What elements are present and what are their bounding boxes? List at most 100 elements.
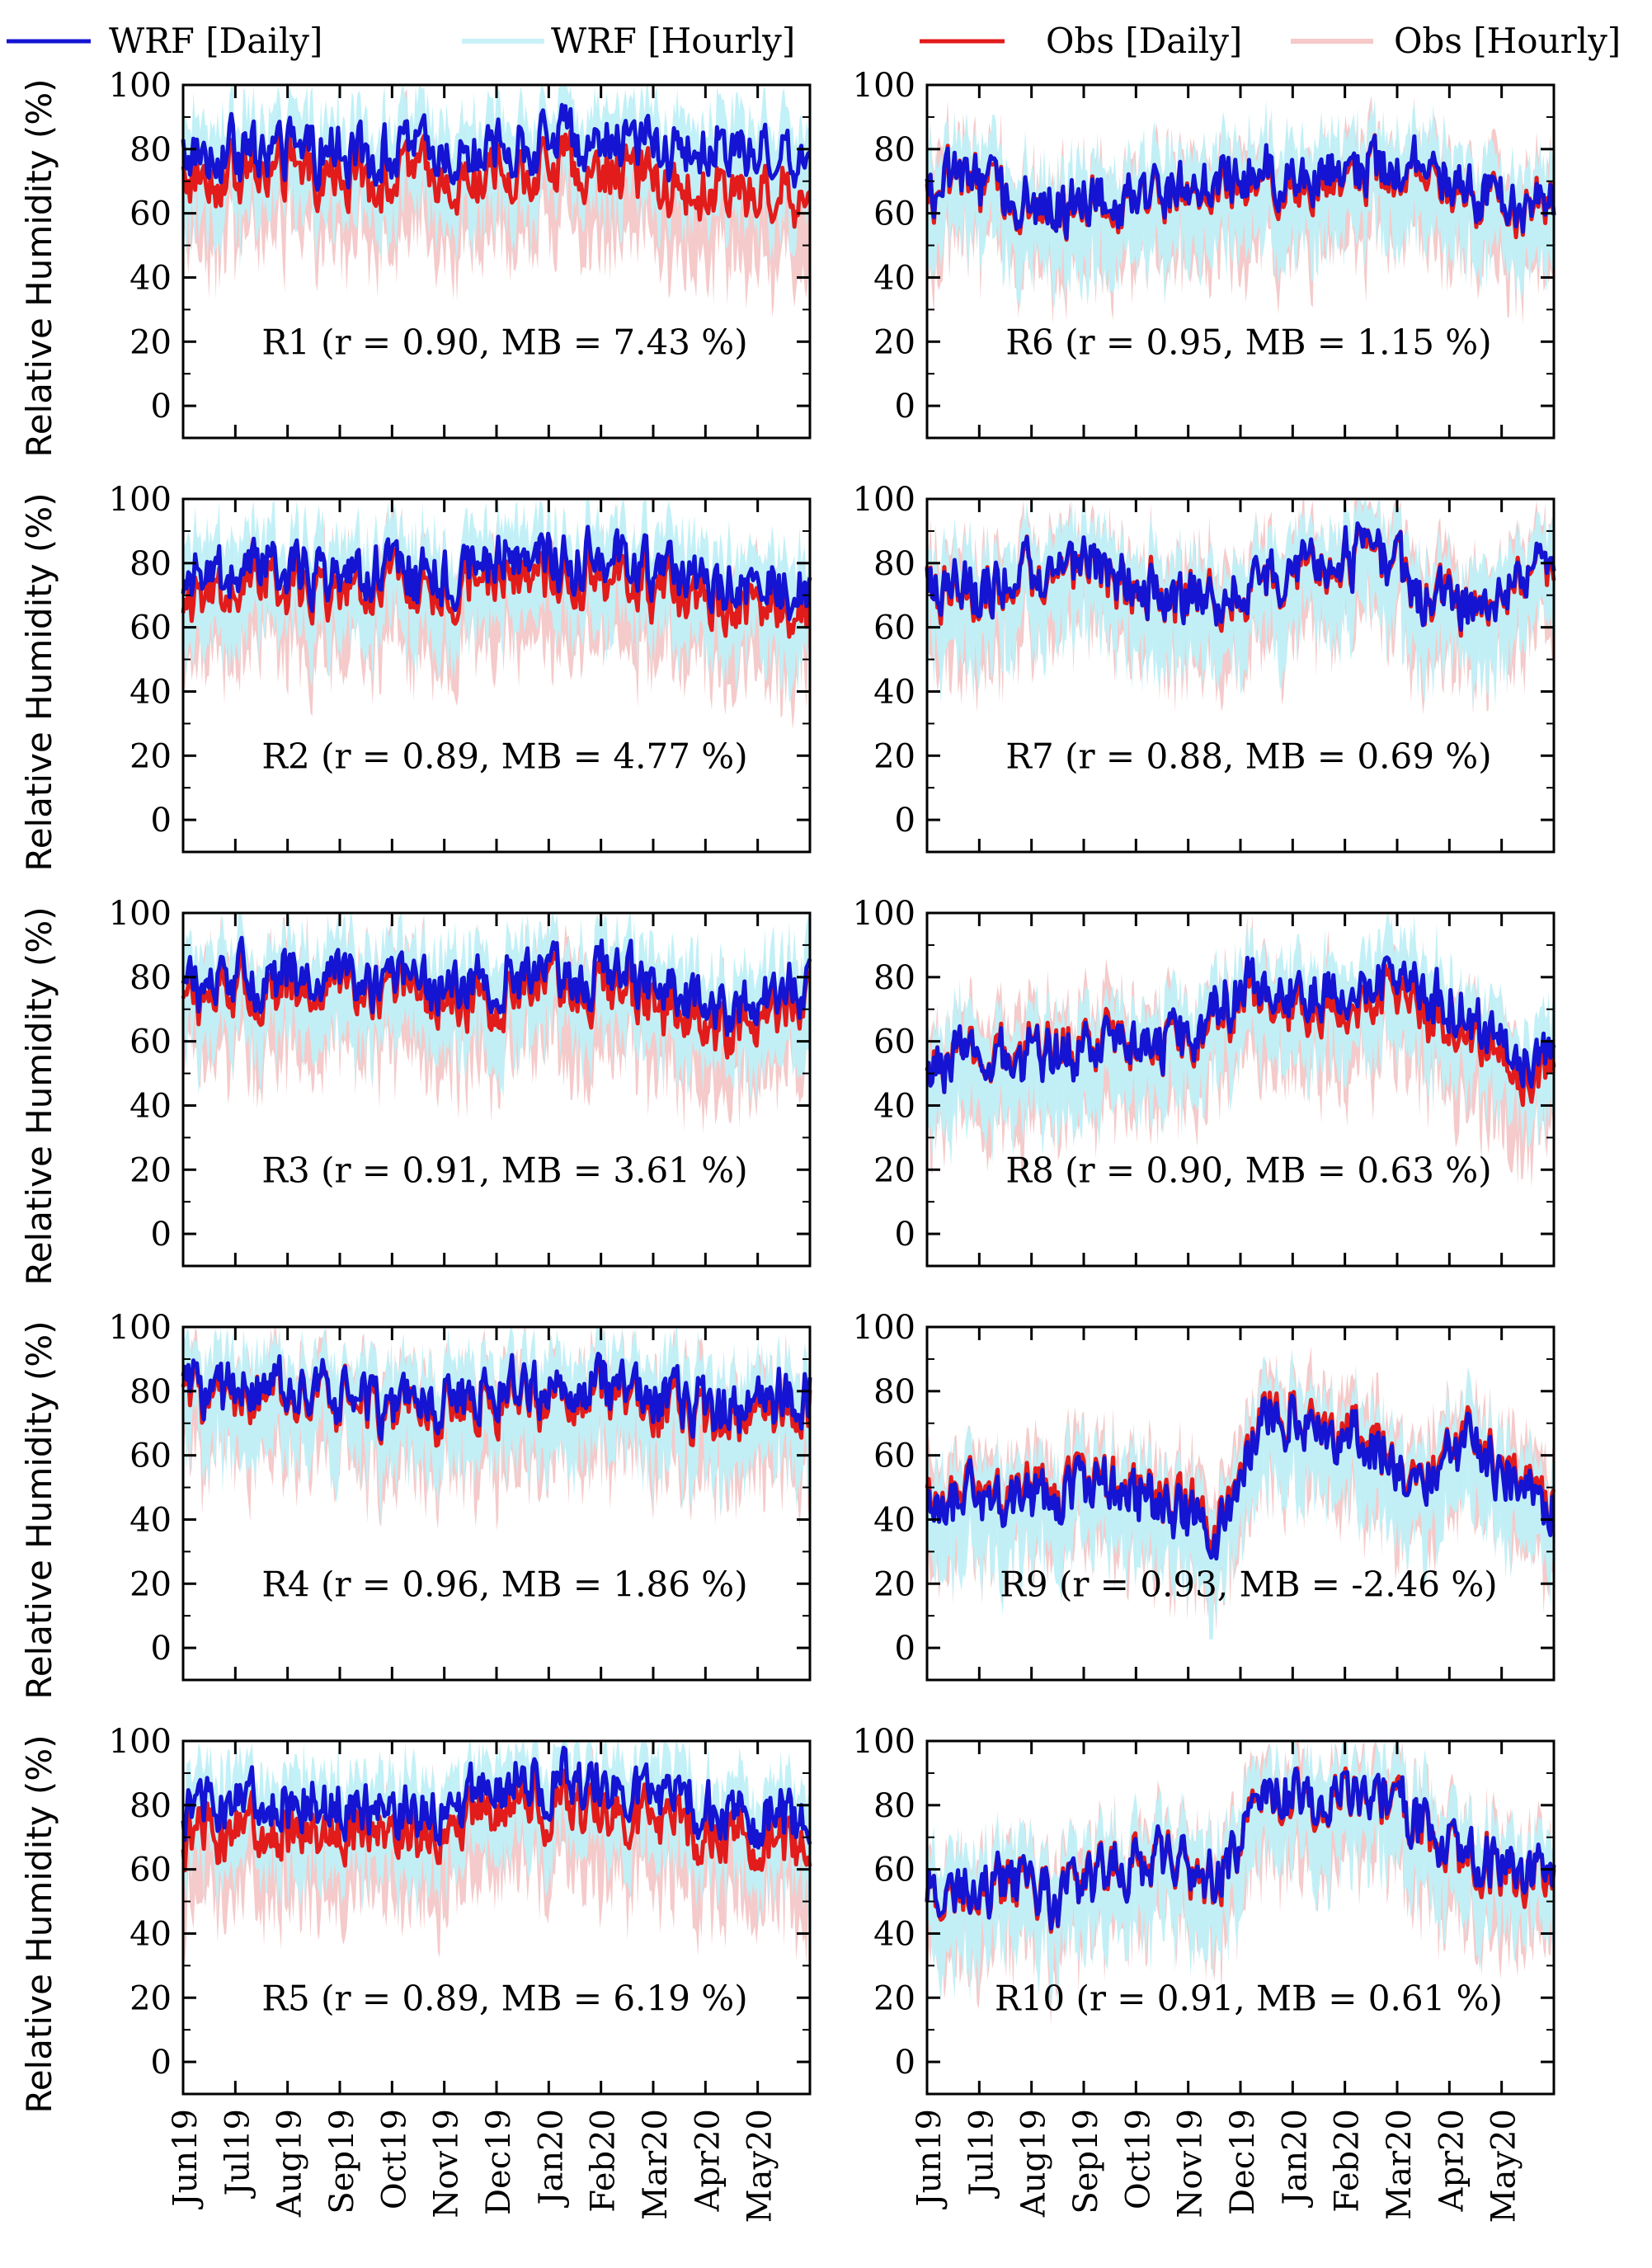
r1-y-tick-label: 20: [129, 323, 172, 361]
r10-wrf-daily-line: [925, 1767, 1556, 1931]
x-month-label: Jan20: [532, 2109, 570, 2209]
x-month-label: Sep19: [323, 2109, 361, 2214]
r6-y-tick-label: 0: [895, 388, 915, 426]
panel-r1: 0 20 40 60 80 100 R1 (r = 0.90, MB = 7.43 %): [109, 67, 812, 440]
r10-y-tick-label: 0: [895, 2044, 915, 2082]
r2-y-tick-label: 80: [129, 545, 172, 583]
r6-y-tick-label: 20: [873, 323, 915, 361]
r2-stats-label: R2 (r = 0.89, MB = 4.77 %): [261, 736, 747, 776]
r9-stats-label: R9 (r = 0.93, MB = -2.46 %): [1000, 1564, 1497, 1604]
r4-y-tick-label: 80: [129, 1373, 172, 1411]
r8-y-tick-label: 100: [853, 895, 915, 933]
panel-r3: 0 20 40 60 80 100 R3 (r = 0.91, MB = 3.61 %): [109, 895, 812, 1268]
legend-entry-wrf-daily: WRF [Daily]: [7, 21, 322, 61]
legend-label-wrf-daily: WRF [Daily]: [109, 21, 322, 61]
y-axis-title-row-4: Relative Humidity (%): [19, 1320, 59, 1699]
r5-stats-label: R5 (r = 0.89, MB = 6.19 %): [261, 1978, 747, 2018]
r3-stats-label: R3 (r = 0.91, MB = 3.61 %): [261, 1150, 747, 1190]
r7-y-tick-label: 20: [873, 737, 915, 775]
r6-y-tick-label: 60: [873, 195, 915, 233]
r2-y-tick-label: 100: [109, 481, 172, 519]
r7-y-tick-label: 100: [853, 481, 915, 519]
x-month-label: Mar20: [637, 2109, 675, 2220]
r8-wrf-daily-line: [925, 955, 1556, 1094]
r3-y-tick-label: 40: [129, 1087, 172, 1125]
panel-r5: 0 20 40 60 80 100 R5 (r = 0.89, MB = 6.19 %): [109, 1723, 812, 2096]
r4-y-tick-label: 60: [129, 1437, 172, 1475]
panel-r9: 0 20 40 60 80 100 R9 (r = 0.93, MB = -2.46 %): [853, 1309, 1556, 1682]
panel-r7: 0 20 40 60 80 100 R7 (r = 0.88, MB = 0.69 %): [853, 481, 1556, 854]
x-month-label: Aug19: [271, 2109, 309, 2218]
x-month-label: Dec19: [1224, 2109, 1262, 2215]
r9-y-tick-label: 60: [873, 1437, 915, 1475]
legend-label-wrf-hourly: WRF [Hourly]: [551, 21, 795, 61]
r10-wrf-hourly-band: [927, 1742, 1554, 2016]
panel-r4: 0 20 40 60 80 100 R4 (r = 0.96, MB = 1.86 %): [109, 1309, 812, 1682]
y-axis-title-row-5: Relative Humidity (%): [19, 1734, 59, 2113]
r5-y-tick-label: 100: [109, 1723, 172, 1761]
r8-y-tick-label: 80: [873, 959, 915, 997]
legend-entry-wrf-hourly: WRF [Hourly]: [462, 21, 795, 61]
r2-y-tick-label: 0: [151, 802, 172, 840]
r8-stats-label: R8 (r = 0.90, MB = 0.63 %): [1005, 1150, 1491, 1190]
r1-y-tick-label: 0: [151, 388, 172, 426]
panel-r10: 0 20 40 60 80 100 R10 (r = 0.91, MB = 0.61 %): [853, 1723, 1556, 2096]
y-axis-title-row-3: Relative Humidity (%): [19, 906, 59, 1285]
r10-stats-label: R10 (r = 0.91, MB = 0.61 %): [995, 1978, 1503, 2018]
r6-wrf-daily-line: [925, 134, 1556, 241]
r1-y-tick-label: 60: [129, 195, 172, 233]
x-month-label: Sep19: [1067, 2109, 1105, 2214]
r5-y-tick-label: 60: [129, 1852, 172, 1889]
r2-y-tick-label: 60: [129, 609, 172, 647]
x-month-label: Mar20: [1381, 2109, 1419, 2220]
r2-wrf-hourly-band: [183, 500, 810, 703]
r7-y-tick-label: 60: [873, 609, 915, 647]
y-axis-title-row-1: Relative Humidity (%): [19, 78, 59, 457]
x-month-label: May20: [741, 2109, 779, 2223]
x-month-label: Oct19: [375, 2109, 413, 2209]
r10-y-tick-label: 80: [873, 1787, 915, 1825]
r10-y-tick-label: 100: [853, 1723, 915, 1761]
r2-y-tick-label: 40: [129, 673, 172, 711]
r4-wrf-daily-line: [181, 1352, 812, 1442]
r9-wrf-hourly-band: [927, 1348, 1554, 1640]
x-month-label: Dec19: [480, 2109, 518, 2215]
x-month-label: Jul19: [962, 2109, 1000, 2200]
r8-wrf-hourly-band: [927, 914, 1554, 1166]
legend-label-obs-hourly: Obs [Hourly]: [1394, 21, 1621, 61]
r6-stats-label: R6 (r = 0.95, MB = 1.15 %): [1005, 322, 1491, 362]
r5-y-tick-label: 80: [129, 1787, 172, 1825]
r1-y-tick-label: 40: [129, 259, 172, 297]
r9-y-tick-label: 80: [873, 1373, 915, 1411]
r9-y-tick-label: 0: [895, 1630, 915, 1668]
x-month-label: Oct19: [1119, 2109, 1157, 2209]
r1-stats-label: R1 (r = 0.90, MB = 7.43 %): [261, 322, 747, 362]
legend-entry-obs-daily: Obs [Daily]: [920, 21, 1242, 61]
x-month-label: Nov19: [1172, 2109, 1210, 2219]
x-month-label: Jul19: [219, 2109, 257, 2200]
y-axis-titles: Relative Humidity (%) Relative Humidity …: [19, 78, 59, 2113]
r6-y-tick-label: 80: [873, 131, 915, 169]
r9-wrf-daily-line: [925, 1393, 1556, 1561]
r3-y-tick-label: 0: [151, 1216, 172, 1254]
x-month-label: Nov19: [428, 2109, 466, 2219]
panel-r2: 0 20 40 60 80 100 R2 (r = 0.89, MB = 4.77 %): [109, 481, 812, 854]
r7-stats-label: R7 (r = 0.88, MB = 0.69 %): [1005, 736, 1491, 776]
x-tick-labels-left: Jun19 Jul19 Aug19 Sep19 Oct19 Nov19 Dec19 Jan20…: [167, 2109, 779, 2223]
x-month-label: Apr20: [1433, 2109, 1471, 2213]
legend-entry-obs-hourly: Obs [Hourly]: [1291, 21, 1621, 61]
r4-stats-label: R4 (r = 0.96, MB = 1.86 %): [261, 1564, 747, 1604]
r1-wrf-daily-line: [181, 102, 812, 192]
r8-y-tick-label: 60: [873, 1023, 915, 1061]
legend-label-obs-daily: Obs [Daily]: [1046, 21, 1242, 61]
x-month-label: Jan20: [1276, 2109, 1314, 2209]
r7-wrf-daily-line: [925, 521, 1556, 633]
r3-y-tick-label: 20: [129, 1151, 172, 1189]
panel-r6: 0 20 40 60 80 100 R6 (r = 0.95, MB = 1.15 %): [853, 67, 1556, 440]
r6-y-tick-label: 100: [853, 67, 915, 105]
r6-y-tick-label: 40: [873, 259, 915, 297]
r8-y-tick-label: 0: [895, 1216, 915, 1254]
r9-y-tick-label: 20: [873, 1565, 915, 1603]
x-month-label: Jun19: [911, 2109, 948, 2209]
